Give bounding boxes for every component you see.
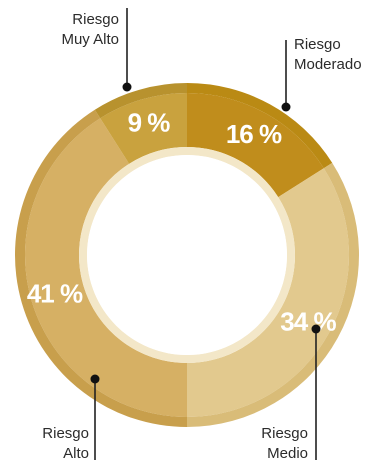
callout-label-alto-line1: Riesgo: [42, 425, 89, 442]
callout-dot-alto: [91, 375, 100, 384]
callout-dot-muy-alto: [123, 83, 132, 92]
callout-label-moderado-line1: Riesgo: [294, 36, 341, 53]
callout-label-medio-line1: Riesgo: [261, 425, 308, 442]
pct-label-moderado: 16 %: [226, 119, 282, 149]
pct-label-alto: 41 %: [27, 279, 83, 309]
callout-label-muy-alto-line1: Riesgo: [72, 11, 119, 28]
callout-dot-moderado: [282, 103, 291, 112]
callout-label-muy-alto-line2: Muy Alto: [61, 31, 119, 48]
callout-label-medio-line2: Medio: [267, 445, 308, 462]
donut-hole: [87, 155, 287, 355]
callout-dot-medio: [312, 325, 321, 334]
callout-label-moderado-line2: Moderado: [294, 56, 362, 73]
callout-label-alto-line2: Alto: [63, 445, 89, 462]
pct-label-medio: 34 %: [280, 306, 336, 336]
pct-label-muy-alto: 9 %: [128, 107, 171, 137]
